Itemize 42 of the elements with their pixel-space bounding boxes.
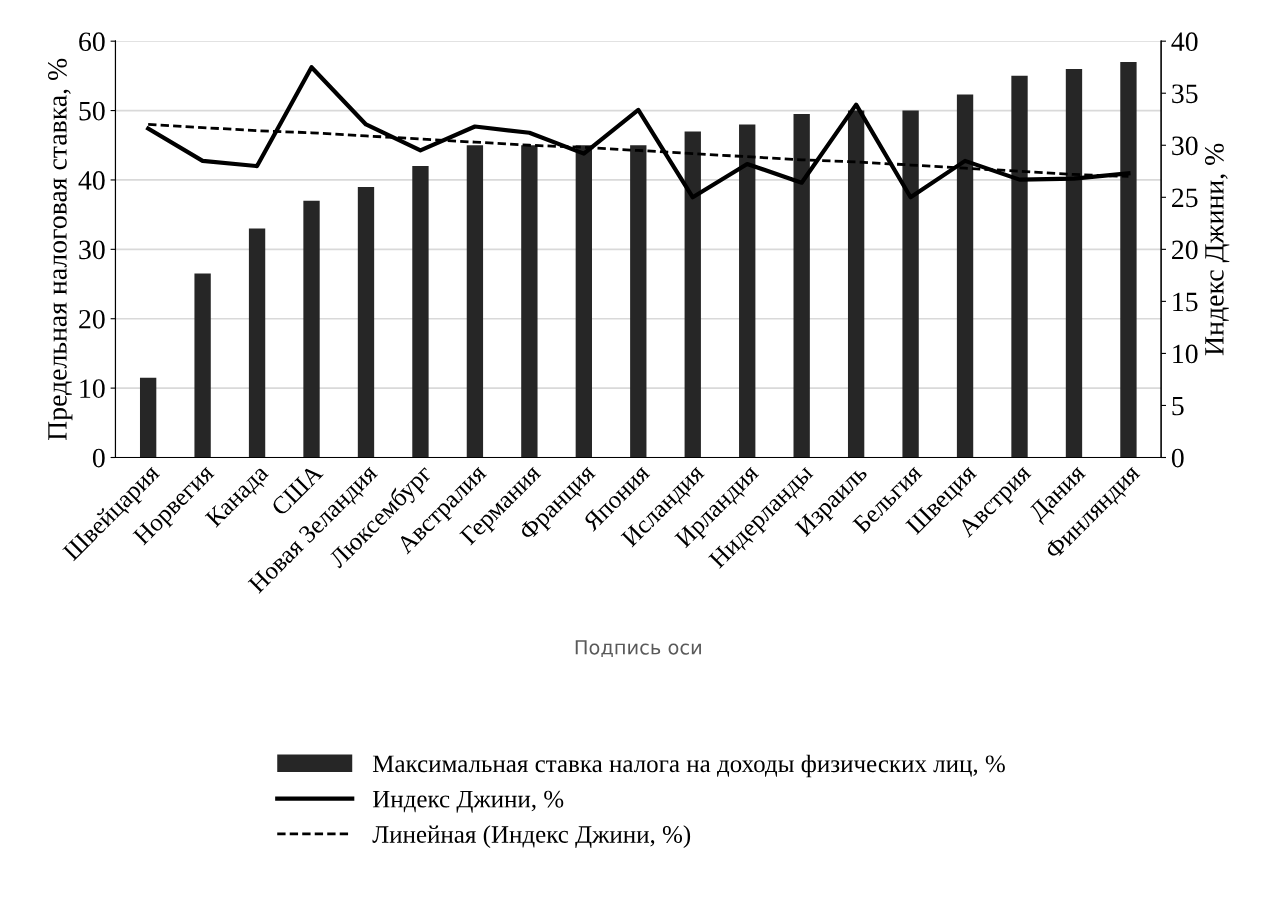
y2-tick-label: 15 — [1173, 292, 1198, 312]
bar — [303, 200, 320, 458]
legend-label: Индекс Джини, % — [372, 790, 564, 813]
y2-tick-label: 40 — [1171, 32, 1198, 52]
y2-tick-label: 5 — [1172, 396, 1184, 416]
y-tick-label: 50 — [79, 101, 105, 121]
bar — [847, 110, 865, 458]
x-axis-title: Подпись оси — [575, 640, 701, 658]
bar — [248, 228, 266, 458]
legend-label: Линейная (Индекс Джини, %) — [372, 825, 691, 848]
line-series — [146, 65, 1131, 200]
legend-label: Максимальная ставка налога на доходы физических лиц, % — [372, 754, 1005, 778]
bar — [1011, 75, 1028, 458]
y2-tick-label: 25 — [1172, 188, 1198, 208]
y2-tick-label: 35 — [1172, 84, 1198, 104]
y2-tick-label: 10 — [1173, 344, 1198, 364]
y2-tick-label: 20 — [1172, 240, 1198, 260]
bar — [902, 110, 919, 458]
bar — [684, 131, 701, 458]
bar — [630, 145, 647, 458]
bar — [412, 166, 429, 458]
y-tick-label: 10 — [80, 379, 105, 399]
bar — [139, 377, 157, 458]
y2-axis-title: Индекс Джини, % — [1204, 143, 1230, 356]
y-tick-label: 30 — [79, 240, 105, 260]
y-tick-label: 60 — [79, 32, 105, 52]
y-axis-title: Предельная налоговая ставка, % — [48, 58, 73, 441]
y-tick-label: 40 — [78, 171, 105, 190]
bar — [194, 273, 211, 458]
y2-tick-label: 30 — [1172, 136, 1198, 156]
bar — [575, 145, 592, 458]
bar — [521, 145, 538, 458]
bar — [357, 186, 375, 458]
y-tick-label: 20 — [79, 309, 105, 329]
bar — [739, 124, 756, 458]
y-tick-label: 0 — [92, 448, 105, 468]
bar — [466, 145, 484, 458]
bar — [793, 114, 810, 458]
bar — [1065, 68, 1083, 458]
y2-tick-label: 0 — [1171, 448, 1184, 468]
bar — [1120, 61, 1137, 458]
bar — [956, 94, 974, 458]
